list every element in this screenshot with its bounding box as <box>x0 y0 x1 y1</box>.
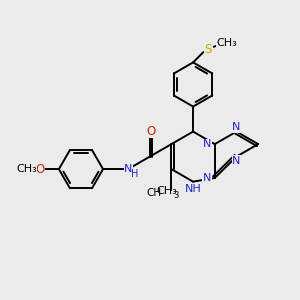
Text: NH: NH <box>185 184 202 194</box>
Text: N: N <box>202 173 211 183</box>
Text: CH₃: CH₃ <box>217 38 237 48</box>
Text: O: O <box>147 124 156 137</box>
Text: CH₃: CH₃ <box>157 186 177 196</box>
Text: CH: CH <box>146 188 161 198</box>
Text: S: S <box>204 43 212 56</box>
Text: H: H <box>131 169 139 179</box>
Text: O: O <box>35 163 44 176</box>
Text: N: N <box>124 164 133 174</box>
Text: N: N <box>232 122 241 132</box>
Text: CH₃: CH₃ <box>16 164 37 174</box>
Text: N: N <box>232 156 241 166</box>
Text: 3: 3 <box>173 191 178 200</box>
Text: N: N <box>202 139 211 149</box>
